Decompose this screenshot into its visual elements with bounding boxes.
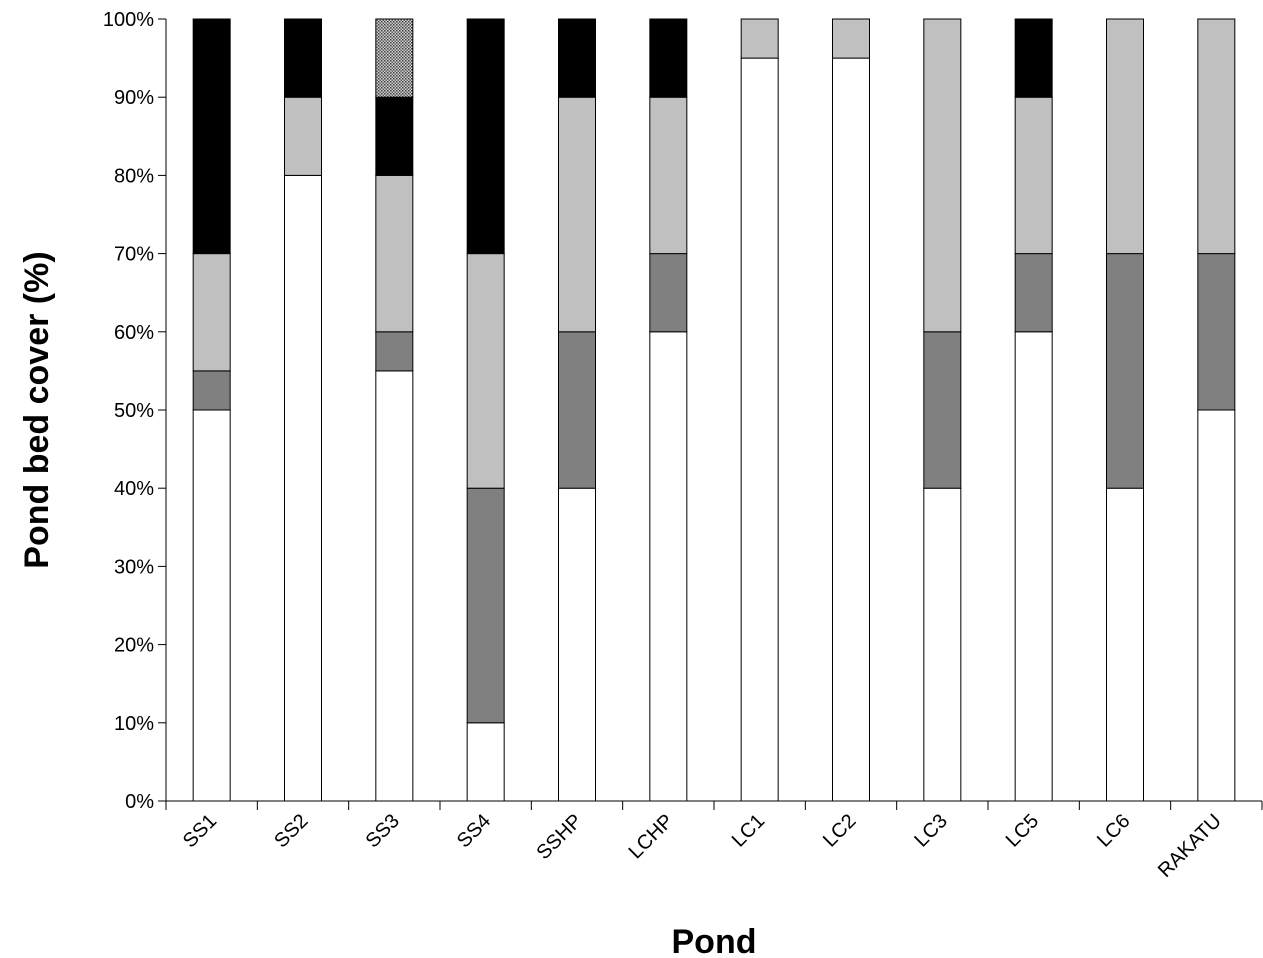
axes-layer	[158, 18, 1263, 810]
x-tick-label-ss1: SS1	[179, 810, 221, 852]
bar-segment-ss2-s1	[284, 174, 322, 802]
x-tick-label-lchp: LCHP	[625, 810, 678, 863]
bar-segment-lc6-s1	[1106, 487, 1144, 802]
x-tick-label-ss4: SS4	[453, 810, 495, 852]
bar-segment-lc3-s2	[923, 331, 962, 489]
bar-segment-ss1-s2	[192, 370, 231, 411]
y-tick-label: 50%	[114, 400, 154, 422]
bar-segment-lc5-s2	[1014, 253, 1053, 333]
x-tick-label-rakatu: RAKATU	[1154, 810, 1226, 882]
bar-segment-ss1-s3	[192, 253, 231, 372]
x-tick-label-ss2: SS2	[270, 810, 312, 852]
bar-segment-lc2-s3	[832, 18, 870, 59]
bar-segment-lc1-s1	[740, 57, 779, 802]
y-tick-label: 60%	[114, 322, 154, 344]
y-tick-label: 90%	[114, 87, 154, 109]
y-tick-label: 20%	[114, 635, 154, 657]
y-tick-label: 80%	[114, 165, 154, 187]
bar-segment-sshp-s4	[558, 18, 596, 98]
x-tick-label-lc2: LC2	[819, 810, 861, 852]
bar-segment-ss1-s4	[192, 18, 231, 255]
bar-segment-ss4-s3	[466, 253, 505, 489]
bar-segment-ss3-s1	[375, 370, 414, 802]
bar-segment-ss3-s2	[375, 331, 414, 372]
bar-segment-ss2-s4	[284, 18, 322, 98]
bar-segment-sshp-s1	[558, 487, 596, 802]
bar-segment-ss3-s5	[375, 18, 414, 98]
bar-segment-rakatu-s1	[1197, 409, 1236, 802]
y-tick-label: 0%	[125, 791, 154, 813]
bar-segment-ss3-s3	[375, 174, 414, 333]
bar-segment-lchp-s1	[649, 331, 688, 802]
bar-segment-lc2-s1	[832, 57, 870, 802]
bar-segment-ss4-s4	[466, 18, 505, 255]
y-axis-title: Pond bed cover (%)	[18, 251, 56, 568]
bar-segment-lc3-s3	[923, 18, 962, 333]
bar-segment-lc1-s3	[740, 18, 779, 59]
bar-segment-lc6-s3	[1106, 18, 1144, 255]
bar-segment-lchp-s4	[649, 18, 688, 98]
bar-segment-rakatu-s3	[1197, 18, 1236, 255]
y-tick-label: 100%	[103, 9, 154, 31]
x-tick-label-lc3: LC3	[910, 810, 952, 852]
y-tick-label: 30%	[114, 556, 154, 578]
bar-segment-lchp-s3	[649, 96, 688, 255]
bar-segment-ss1-s1	[192, 409, 231, 802]
bar-segment-ss3-s4	[375, 96, 414, 176]
bar-segment-ss2-s3	[284, 96, 322, 176]
x-axis-title: Pond	[672, 923, 757, 958]
bar-segment-lc5-s4	[1014, 18, 1053, 98]
bar-segment-ss4-s2	[466, 487, 505, 724]
bar-segment-lchp-s2	[649, 253, 688, 333]
bar-segment-sshp-s2	[558, 331, 596, 489]
y-tick-label: 70%	[114, 244, 154, 266]
x-tick-label-ss3: SS3	[362, 810, 404, 852]
x-tick-label-sshp: SSHP	[532, 810, 586, 864]
x-tick-label-lc6: LC6	[1093, 810, 1135, 852]
bar-segment-lc6-s2	[1106, 253, 1144, 489]
bar-segment-sshp-s3	[558, 96, 596, 333]
bar-segment-rakatu-s2	[1197, 253, 1236, 411]
bar-segment-ss4-s1	[466, 722, 505, 802]
bar-segment-lc5-s1	[1014, 331, 1053, 802]
bar-segment-lc3-s1	[923, 487, 962, 802]
x-tick-label-lc1: LC1	[728, 810, 770, 852]
x-tick-label-lc5: LC5	[1002, 810, 1044, 852]
y-tick-label: 10%	[114, 713, 154, 735]
bar-segment-lc5-s3	[1014, 96, 1053, 255]
y-tick-label: 40%	[114, 478, 154, 500]
bars-layer	[192, 18, 1236, 802]
